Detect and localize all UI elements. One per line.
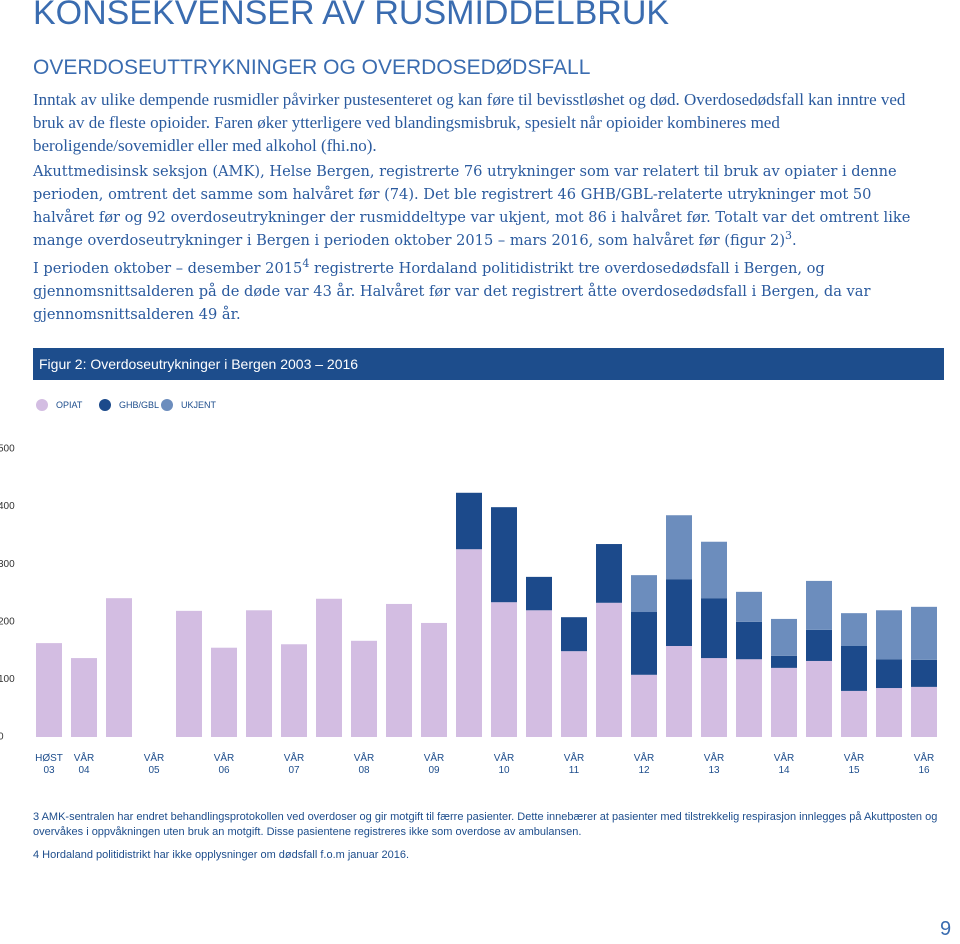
bar-segment: [106, 598, 132, 737]
bar-segment: [596, 544, 622, 603]
bar-segment: [561, 617, 587, 652]
bar-segment: [771, 655, 797, 668]
bar-segment: [176, 610, 202, 737]
bar-segment: [666, 645, 692, 737]
bar-segment: [771, 667, 797, 737]
bar-segment: [421, 622, 447, 737]
x-tick-label: VÅR 10: [493, 753, 515, 776]
x-tick-label: VÅR 06: [213, 753, 235, 776]
legend-marker: [161, 399, 173, 411]
text: Akuttmedisinsk seksjon (AMK), Helse Berg…: [33, 163, 911, 249]
legend-item: GHB/GBL: [99, 399, 159, 411]
bar-segment: [491, 507, 517, 603]
bar-segment: [736, 621, 762, 660]
x-tick-label: VÅR 15: [843, 753, 865, 776]
bar-segment: [876, 610, 902, 660]
legend-label: OPIAT: [56, 400, 83, 410]
bar-segment: [876, 659, 902, 689]
page-number: 9: [940, 918, 952, 940]
bar-segment: [771, 618, 797, 656]
y-tick-label: 100: [0, 674, 15, 685]
bar-segment: [351, 640, 377, 737]
intro: Inntak av ulike dempende rusmidler påvir…: [33, 90, 906, 155]
y-tick-label: 200: [0, 616, 15, 627]
subtitle: OVERDOSEUTTRYKNINGER OG OVERDOSEDØDSFALL: [33, 56, 591, 79]
x-tick-label: VÅR 14: [773, 753, 795, 776]
bar-segment: [386, 603, 412, 737]
bar-segment: [71, 658, 97, 737]
bar-segment: [281, 644, 307, 737]
bar-segment: [841, 645, 867, 691]
legend-item: OPIAT: [36, 399, 82, 411]
bar-segment: [526, 610, 552, 737]
y-tick-label: 500: [0, 444, 15, 455]
text: registrerte Hordaland politidistrikt tre…: [33, 260, 871, 323]
bar-segment: [631, 674, 657, 737]
x-tick-label: VÅR 11: [563, 753, 585, 776]
chart: 0 100 200 300 400 500: [0, 444, 937, 743]
bar-segment: [911, 659, 937, 687]
y-tick-label: 0: [0, 732, 4, 743]
bar-segment: [911, 686, 937, 737]
bar-segment: [806, 629, 832, 661]
bar-segment: [911, 606, 937, 660]
bar-segment: [701, 541, 727, 599]
bar-segment: [736, 659, 762, 737]
footnote: 4 Hordaland politidistrikt har ikke oppl…: [33, 849, 410, 861]
bar-segment: [36, 643, 62, 737]
bar-segment: [736, 591, 762, 622]
paragraph: Akuttmedisinsk seksjon (AMK), Helse Berg…: [33, 160, 928, 252]
bar-segment: [316, 598, 342, 737]
bar-segment: [491, 602, 517, 737]
paragraph: I perioden oktober – desember 20154 regi…: [33, 257, 928, 326]
bar-segment: [631, 612, 657, 675]
footnote-ref: 4: [302, 257, 310, 271]
x-tick-label: VÅR 04: [73, 753, 95, 776]
bar-segment: [876, 688, 902, 737]
y-tick-label: 400: [0, 501, 15, 512]
bar-segment: [666, 515, 692, 580]
legend-label: GHB/GBL: [119, 400, 160, 410]
footnote-ref: 3: [785, 229, 793, 243]
text: I perioden oktober – desember 2015: [33, 260, 303, 277]
bar-segment: [806, 660, 832, 737]
legend-item: UKJENT: [161, 399, 216, 411]
bar-segment: [701, 598, 727, 659]
x-tick-label: HØST 03: [35, 753, 63, 776]
bar-segment: [526, 576, 552, 611]
bar-segment: [631, 575, 657, 613]
bar-segment: [701, 658, 727, 737]
bar-segment: [596, 602, 622, 737]
x-tick-label: VÅR 16: [913, 753, 935, 776]
legend-marker: [99, 399, 111, 411]
x-tick-label: VÅR 08: [353, 753, 375, 776]
legend-marker: [36, 399, 48, 411]
bar-segment: [841, 613, 867, 646]
y-tick-label: 300: [0, 559, 15, 570]
x-tick-label: VÅR 12: [633, 753, 655, 776]
bar-segment: [806, 580, 832, 630]
x-tick-label: VÅR 13: [703, 753, 725, 776]
bar-segment: [246, 610, 272, 737]
x-tick-label: VÅR 05: [143, 753, 165, 776]
figure-caption: Figur 2: Overdoseutrykninger i Bergen 20…: [33, 348, 944, 380]
bar-segment: [211, 647, 237, 737]
bar-segment: [841, 690, 867, 737]
legend-label: UKJENT: [181, 400, 217, 410]
text: .: [792, 232, 797, 249]
bar-segment: [456, 549, 482, 737]
bar-segment: [456, 492, 482, 550]
title: KONSEKVENSER AV RUSMIDDELBRUK: [33, 0, 670, 32]
footnote: 3 AMK-sentralen har endret behandlingspr…: [33, 811, 938, 838]
x-tick-label: VÅR 07: [283, 753, 305, 776]
x-tick-label: VÅR 09: [423, 753, 445, 776]
bar-segment: [666, 579, 692, 646]
bar-segment: [561, 651, 587, 737]
